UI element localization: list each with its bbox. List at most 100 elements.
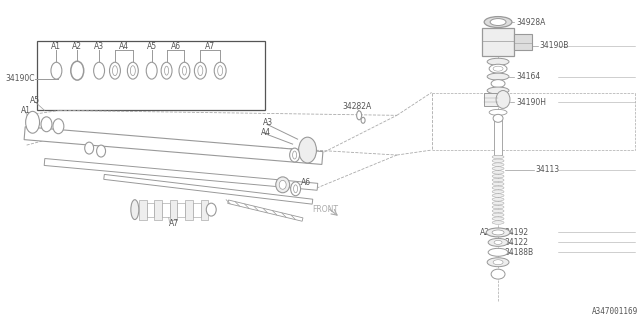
Text: 34164: 34164: [516, 72, 540, 81]
Ellipse shape: [493, 114, 503, 122]
Ellipse shape: [214, 62, 226, 79]
Ellipse shape: [161, 62, 172, 79]
Ellipse shape: [492, 213, 504, 217]
Ellipse shape: [179, 62, 190, 79]
Ellipse shape: [131, 200, 139, 220]
Polygon shape: [24, 127, 323, 164]
Ellipse shape: [488, 248, 508, 256]
Bar: [170, 200, 177, 220]
Text: A3: A3: [263, 118, 273, 127]
Ellipse shape: [484, 17, 512, 28]
Ellipse shape: [97, 145, 106, 157]
Bar: [484, 92, 498, 107]
Text: 34188B: 34188B: [504, 248, 533, 257]
Text: 34190H: 34190H: [516, 98, 546, 107]
Ellipse shape: [494, 240, 502, 244]
Bar: [139, 200, 147, 220]
Bar: [494, 120, 502, 155]
Text: A2: A2: [72, 42, 83, 51]
Ellipse shape: [492, 190, 504, 193]
Ellipse shape: [290, 148, 300, 162]
Ellipse shape: [206, 203, 216, 216]
Ellipse shape: [492, 155, 504, 159]
Ellipse shape: [146, 62, 157, 79]
Ellipse shape: [489, 94, 507, 103]
Bar: [193, 203, 200, 217]
Bar: [162, 203, 170, 217]
Ellipse shape: [294, 185, 298, 193]
Ellipse shape: [493, 66, 503, 71]
Polygon shape: [44, 158, 317, 190]
Text: A7: A7: [168, 219, 179, 228]
Ellipse shape: [279, 180, 286, 189]
Ellipse shape: [127, 62, 138, 79]
Ellipse shape: [487, 87, 509, 94]
Ellipse shape: [26, 111, 40, 133]
Ellipse shape: [487, 58, 509, 65]
Ellipse shape: [198, 66, 203, 76]
Ellipse shape: [291, 182, 301, 196]
Text: A6: A6: [170, 42, 180, 51]
Ellipse shape: [492, 202, 504, 205]
Ellipse shape: [356, 111, 362, 120]
Bar: [200, 200, 208, 220]
Polygon shape: [228, 200, 303, 221]
Ellipse shape: [492, 194, 504, 197]
Ellipse shape: [164, 66, 168, 75]
Text: 34122: 34122: [504, 238, 528, 247]
Bar: [482, 28, 514, 56]
Ellipse shape: [492, 198, 504, 201]
Ellipse shape: [492, 182, 504, 186]
Bar: [154, 200, 162, 220]
Ellipse shape: [491, 80, 505, 88]
Ellipse shape: [276, 177, 290, 193]
Ellipse shape: [492, 217, 504, 220]
Bar: [147, 203, 154, 217]
Ellipse shape: [84, 142, 93, 154]
Text: A5: A5: [147, 42, 157, 51]
Ellipse shape: [41, 117, 52, 132]
Ellipse shape: [487, 258, 509, 267]
Ellipse shape: [488, 238, 508, 246]
Ellipse shape: [492, 163, 504, 166]
Ellipse shape: [53, 119, 64, 134]
Ellipse shape: [492, 171, 504, 174]
Ellipse shape: [496, 91, 510, 108]
Ellipse shape: [492, 209, 504, 213]
Text: A1: A1: [51, 42, 61, 51]
Text: 34190C: 34190C: [5, 74, 35, 83]
Ellipse shape: [218, 66, 223, 76]
Bar: [36, 41, 265, 110]
Text: A4: A4: [119, 42, 129, 51]
Text: A2: A2: [480, 228, 490, 237]
Ellipse shape: [491, 269, 505, 279]
Ellipse shape: [299, 137, 316, 163]
Ellipse shape: [486, 228, 510, 237]
Bar: [514, 34, 532, 50]
Ellipse shape: [492, 230, 504, 235]
Ellipse shape: [492, 205, 504, 209]
Polygon shape: [104, 174, 313, 204]
Text: 34282A: 34282A: [342, 102, 371, 111]
Ellipse shape: [489, 64, 507, 73]
Ellipse shape: [113, 66, 118, 76]
Ellipse shape: [292, 151, 296, 159]
Text: 34928A: 34928A: [516, 18, 545, 27]
Ellipse shape: [195, 62, 206, 79]
Ellipse shape: [182, 66, 186, 75]
Text: A3: A3: [94, 42, 104, 51]
Text: A1: A1: [20, 106, 31, 115]
Text: 34192: 34192: [504, 228, 528, 237]
Ellipse shape: [51, 62, 62, 79]
Text: 34113: 34113: [536, 165, 560, 174]
Text: A7: A7: [205, 42, 215, 51]
Ellipse shape: [493, 260, 503, 265]
Ellipse shape: [93, 62, 104, 79]
Ellipse shape: [487, 73, 509, 80]
Bar: [185, 200, 193, 220]
Text: FRONT: FRONT: [312, 205, 339, 214]
Ellipse shape: [492, 159, 504, 163]
Bar: [177, 203, 185, 217]
Ellipse shape: [492, 178, 504, 182]
Ellipse shape: [71, 61, 84, 80]
